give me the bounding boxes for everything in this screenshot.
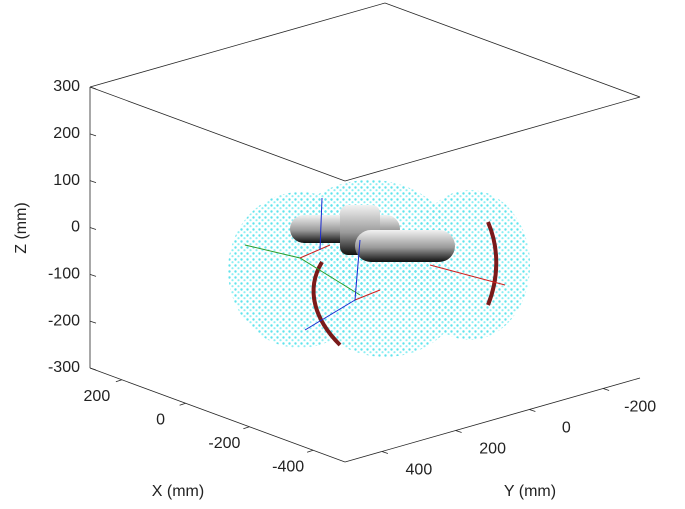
z-tick [90, 181, 96, 183]
x-tick-label: -400 [272, 458, 304, 475]
z-tick [90, 228, 96, 230]
box-edge [385, 3, 640, 97]
x-tick [180, 403, 186, 405]
x-tick-label: 200 [84, 388, 111, 405]
y-tick-label: 0 [562, 420, 571, 437]
z-tick [90, 87, 96, 89]
z-tick [90, 274, 96, 276]
z-tick [90, 321, 96, 323]
z-axis-label: Z (mm) [13, 202, 30, 254]
x-tick-label: 0 [156, 411, 165, 428]
y-tick [603, 389, 609, 391]
y-axis-label: Y (mm) [504, 483, 556, 500]
x-tick [307, 450, 313, 452]
x-tick [243, 427, 249, 429]
point-cloud [228, 180, 530, 357]
y-tick-label: 200 [479, 441, 506, 458]
z-tick-label: 0 [71, 219, 80, 236]
z-tick-label: -300 [48, 359, 80, 376]
chart: Z (mm) X (mm) Y (mm) -300 -200 -100 0 100 200… [0, 0, 685, 509]
x-axis-label: X (mm) [152, 483, 204, 500]
box-edge [90, 87, 345, 181]
z-tick-label: 200 [53, 125, 80, 142]
z-tick-label: 100 [53, 172, 80, 189]
z-tick-label: -200 [48, 312, 80, 329]
z-tick [90, 134, 96, 136]
y-tick [529, 410, 535, 412]
y-tick [382, 452, 388, 454]
box-edge [90, 3, 385, 87]
y-tick [456, 431, 462, 433]
box-edge [345, 97, 640, 181]
z-tick [90, 368, 96, 370]
x-tick-label: -200 [208, 435, 240, 452]
x-tick [116, 380, 122, 382]
z-tick-label: 300 [53, 78, 80, 95]
y-tick-label: -200 [624, 399, 656, 416]
y-tick-label: 400 [406, 462, 433, 479]
z-tick-label: -100 [48, 266, 80, 283]
